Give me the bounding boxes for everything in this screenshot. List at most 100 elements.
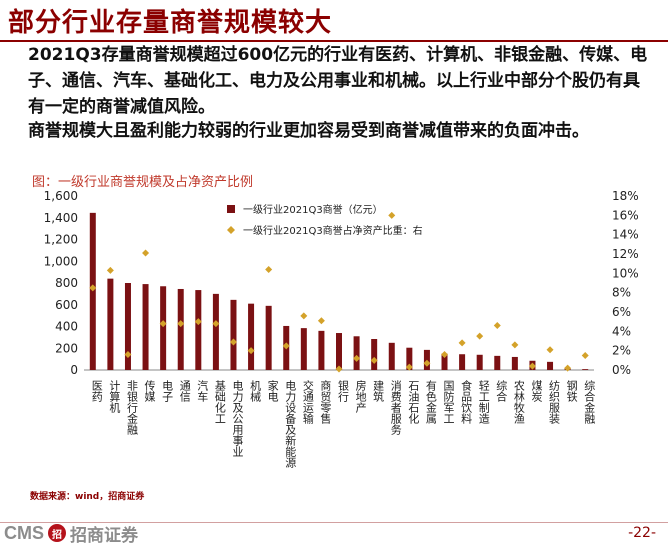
left-axis-tick-label: 600 [55,298,78,312]
point-goodwill-ratio [528,362,536,370]
x-axis-category-label: 农林牧渔 [512,379,525,425]
cms-logo: CMS 招 招商证券 [4,521,138,546]
point-goodwill-ratio [212,320,220,328]
point-goodwill-ratio [370,356,378,364]
left-axis-tick-label: 1,400 [44,211,78,225]
right-axis-tick-label: 14% [612,228,639,242]
left-axis-tick-label: 800 [55,276,78,290]
x-axis-category-label: 综合 [495,379,508,402]
bar-goodwill [582,369,589,370]
point-goodwill-ratio [282,342,290,350]
page-title: 部分行业存量商誉规模较大 [8,8,333,38]
x-axis-category-label: 综合金融 [583,379,596,425]
right-axis-tick-label: 12% [612,247,639,261]
x-axis-category-label: 国防军工 [442,380,455,424]
x-axis-category-label: 医药 [90,380,103,403]
x-axis-category-label: 电力设备及新能源 [284,380,297,469]
point-goodwill-ratio [194,318,202,326]
point-goodwill-ratio [564,364,572,372]
bar-goodwill [89,212,96,370]
bar-goodwill [547,361,554,370]
right-axis-tick-label: 16% [612,208,639,222]
chart-title: 图：一级行业商誉规模及占净资产比例 [32,175,253,190]
x-axis-category-label: 石油石化 [407,380,420,425]
point-goodwill-ratio [441,351,449,359]
x-axis-category-label: 食品饮料 [460,379,473,425]
bar-goodwill [212,293,219,370]
point-goodwill-ratio [106,266,114,274]
left-axis-tick-label: 1,000 [44,254,78,268]
bar-goodwill [318,330,325,370]
bar-goodwill [371,339,378,370]
bar-goodwill [494,355,501,370]
x-axis-category-label: 非银行金融 [125,380,138,436]
x-axis-category-label: 纺织服装 [548,379,561,425]
point-goodwill-ratio [493,322,501,330]
bar-goodwill [142,284,149,370]
right-axis-tick-label: 0% [612,363,631,377]
bar-goodwill [441,353,448,370]
point-goodwill-ratio [581,352,589,359]
point-goodwill-ratio [89,284,97,292]
logo-name: 招商证券 [70,525,138,546]
bar-goodwill [476,354,483,370]
chart-container: 图：一级行业商誉规模及占净资产比例 0 200 400 600 800 1,000 1,200… [22,168,648,520]
x-axis-category-label: 煤炭 [530,380,543,403]
legend-point-label: 一级行业2021Q3商誉占净资产比重：右 [243,224,423,237]
risk-paragraph: 商誉规模大且盈利能力较弱的行业更加容易受到商誉减值带来的负面冲击。 [28,121,589,141]
right-axis-tick-label: 8% [612,286,631,300]
bar-goodwill [230,299,237,370]
bar-goodwill [353,336,360,370]
logo-badge-icon: 招 [48,524,66,542]
left-axis-tick-label: 1,600 [44,189,78,203]
point-goodwill-ratio [353,354,361,362]
left-axis-tick-label: 1,200 [44,233,78,247]
x-axis-category-label: 电子 [161,380,174,402]
bar-goodwill [300,328,307,370]
goodwill-chart: 图：一级行业商誉规模及占净资产比例 0 200 400 600 800 1,000 1,200… [32,175,639,469]
x-axis-category-label: 房地产 [354,380,367,414]
right-axis-tick-label: 6% [612,305,631,319]
bar-goodwill [459,354,466,370]
bar-goodwill [124,283,131,370]
point-goodwill-ratio [458,339,466,347]
x-axis-category-label: 有色金属 [424,379,437,425]
bar-goodwill [336,333,342,370]
x-axis-category-label: 建筑 [372,379,385,402]
x-axis-category-label: 消费者服务 [389,379,402,435]
point-goodwill-ratio [335,365,343,373]
bar-goodwill [265,305,272,370]
x-axis-category-label: 机械 [249,379,262,403]
point-goodwill-ratio [423,359,431,367]
x-axis-category-label: 家电 [266,379,279,402]
x-axis-category-label: 钢铁 [565,380,578,402]
x-axis-category-label: 通信 [178,380,191,403]
point-goodwill-ratio [159,320,167,328]
point-goodwill-ratio [388,211,396,219]
x-axis-category-label: 计算机 [108,380,121,413]
right-axis-tick-label: 10% [612,266,639,280]
point-goodwill-ratio [405,363,413,371]
point-goodwill-ratio [265,265,273,273]
point-goodwill-ratio [229,338,237,346]
left-axis-tick-label: 200 [55,341,78,355]
title-divider [0,40,668,42]
bar-goodwill [160,286,167,370]
point-goodwill-ratio [317,317,325,325]
x-axis-category-label: 轻工制造 [477,379,490,424]
x-axis-category-label: 交通运输 [301,379,314,425]
legend-bar-swatch [227,205,235,213]
right-axis-tick-label: 4% [612,324,631,338]
bar-goodwill [177,288,184,370]
page-number: -22- [628,525,656,541]
right-axis-tick-label: 18% [612,189,639,203]
left-axis-tick-label: 400 [55,320,78,334]
x-axis-category-label: 汽车 [196,379,209,403]
bar-goodwill [388,342,395,370]
x-axis-category-label: 银行 [337,379,350,403]
point-goodwill-ratio [247,347,255,355]
point-goodwill-ratio [177,320,185,328]
point-goodwill-ratio [511,341,519,349]
x-axis-category-label: 基础化工 [213,380,226,424]
logo-cms-text: CMS [4,522,44,543]
